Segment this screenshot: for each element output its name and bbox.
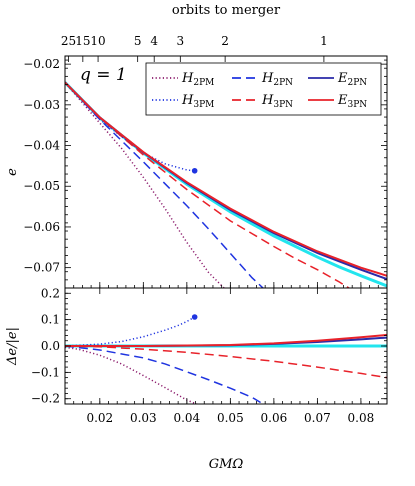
xtick-label: 0.07 bbox=[304, 411, 331, 425]
ytick-label-top: −0.03 bbox=[23, 98, 60, 112]
ytick-label-bottom: 0.2 bbox=[41, 286, 60, 300]
series-h3pn-top bbox=[65, 81, 351, 288]
ylabel-bottom: Δe/|e| bbox=[5, 327, 20, 366]
ytick-label-bottom: −0.2 bbox=[31, 392, 60, 406]
series-e3pn-top bbox=[65, 81, 387, 277]
top-axis-tick-label: 15 bbox=[75, 34, 90, 48]
series-e3pn-bottom bbox=[65, 333, 387, 347]
legend-label-e2pn: E2PN bbox=[337, 71, 367, 88]
legend-label-h3pn: H3PN bbox=[261, 93, 293, 110]
series-h3pm-bottom bbox=[65, 316, 196, 347]
series-h2pm-bottom bbox=[65, 346, 199, 404]
top-axis-tick-label: 1 bbox=[320, 34, 328, 48]
ytick-label-top: −0.04 bbox=[23, 139, 60, 153]
xtick-label: 0.06 bbox=[261, 411, 288, 425]
q-annotation: q = 1 bbox=[80, 65, 127, 85]
ytick-label-top: −0.06 bbox=[23, 220, 60, 234]
ytick-label-top: −0.07 bbox=[23, 261, 60, 275]
xtick-label: 0.02 bbox=[86, 411, 113, 425]
legend-box bbox=[145, 62, 382, 116]
top-axis-tick-label: 10 bbox=[90, 34, 105, 48]
xtick-label: 0.03 bbox=[130, 411, 157, 425]
top-axis-label: orbits to merger bbox=[172, 3, 281, 18]
xtick-label: 0.08 bbox=[348, 411, 375, 425]
series-h2pn-top bbox=[65, 81, 265, 288]
xtick-label: 0.05 bbox=[217, 411, 244, 425]
ytick-label-top: −0.05 bbox=[23, 179, 60, 193]
xtick-label: 0.04 bbox=[173, 411, 200, 425]
top-axis-tick-label: 3 bbox=[176, 34, 184, 48]
ytick-label-bottom: 0.1 bbox=[41, 313, 60, 327]
legend-label-h3pm: H3PM bbox=[181, 93, 214, 110]
legend-label-h2pm: H2PM bbox=[181, 71, 214, 88]
endpoint-h3pm-top bbox=[191, 167, 198, 174]
ylabel-top: e bbox=[5, 168, 20, 176]
ytick-label-bottom: 0.0 bbox=[41, 339, 60, 353]
top-axis-tick-label: 25 bbox=[61, 34, 76, 48]
series-h3pn-bottom bbox=[65, 345, 387, 379]
ytick-label-top: −0.02 bbox=[23, 57, 60, 71]
x-axis-label: GMΩ bbox=[209, 457, 244, 472]
endpoint-h3pm-bottom bbox=[191, 314, 198, 320]
top-axis-tick-label: 5 bbox=[134, 34, 142, 48]
ytick-label-bottom: −0.1 bbox=[31, 365, 60, 379]
top-axis-tick-label: 2 bbox=[221, 34, 229, 48]
legend-label-h2pn: H2PN bbox=[261, 71, 293, 88]
top-axis-tick-label: 4 bbox=[150, 34, 158, 48]
series-h2pn-bottom bbox=[65, 345, 265, 404]
legend-label-e3pn: E3PN bbox=[337, 93, 367, 110]
